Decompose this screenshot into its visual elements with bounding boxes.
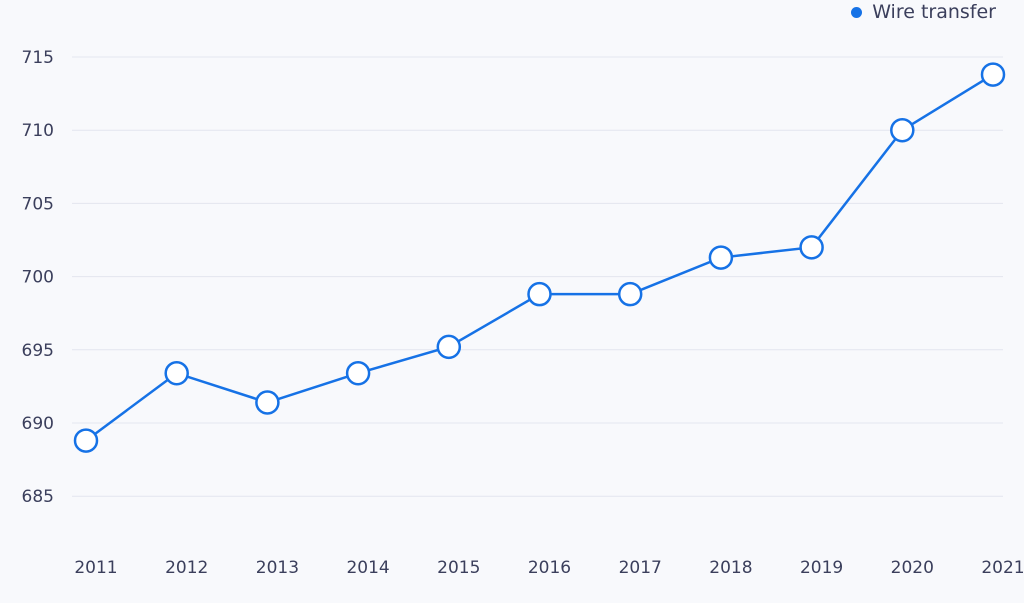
data-point [799,235,824,260]
data-point [255,390,280,415]
legend-label: Wire transfer [872,1,996,23]
y-tick-label: 685 [22,487,54,507]
x-tick-label: 2021 [981,558,1024,578]
x-tick-label: 2013 [256,558,299,578]
data-point [345,360,371,386]
x-tick-label: 2012 [165,558,208,578]
x-tick-label: 2014 [346,558,389,578]
x-tick-label: 2020 [891,558,934,578]
x-tick-label: 2017 [619,558,662,578]
y-tick-label: 690 [22,414,54,434]
x-tick-label: 2015 [437,558,480,578]
series-line [85,73,994,442]
data-point [73,428,99,453]
data-point [164,360,189,386]
y-tick-label: 700 [22,268,54,288]
data-point [527,281,552,307]
data-point [980,62,1006,87]
data-point [708,245,734,270]
x-tick-label: 2016 [528,558,571,578]
y-tick-label: 715 [22,48,54,68]
x-tick-label: 2018 [709,558,752,578]
x-tick-label: 2019 [800,558,843,578]
y-tick-label: 710 [22,121,54,141]
y-tick-label: 705 [22,194,54,214]
data-point [436,334,462,360]
legend: Wire transfer [851,1,996,23]
data-point [617,281,643,307]
data-point [890,117,915,143]
y-tick-label: 695 [22,341,54,361]
legend-marker-icon [851,6,863,18]
x-tick-label: 2011 [74,558,117,578]
